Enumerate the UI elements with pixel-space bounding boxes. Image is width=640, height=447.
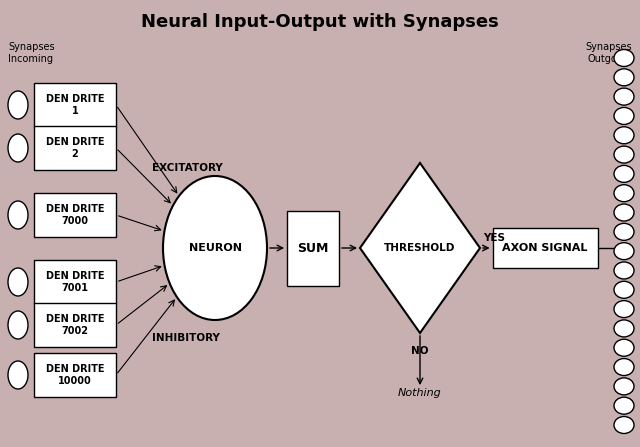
Bar <box>287 211 339 286</box>
Bar <box>34 193 116 237</box>
Ellipse shape <box>614 88 634 105</box>
Ellipse shape <box>8 91 28 119</box>
Ellipse shape <box>8 201 28 229</box>
Text: NO: NO <box>412 346 429 356</box>
Text: YES: YES <box>483 233 505 243</box>
Text: DEN DRITE
7001: DEN DRITE 7001 <box>45 271 104 293</box>
Ellipse shape <box>614 320 634 337</box>
Text: DEN DRITE
10000: DEN DRITE 10000 <box>45 364 104 386</box>
Ellipse shape <box>163 176 267 320</box>
Ellipse shape <box>614 50 634 67</box>
Ellipse shape <box>614 243 634 260</box>
Bar <box>493 228 598 268</box>
Bar <box>34 353 116 397</box>
Text: SUM: SUM <box>298 241 329 254</box>
Text: Neural Input-Output with Synapses: Neural Input-Output with Synapses <box>141 13 499 31</box>
Ellipse shape <box>614 146 634 163</box>
Ellipse shape <box>8 361 28 389</box>
Ellipse shape <box>614 185 634 202</box>
Text: DEN DRITE
2: DEN DRITE 2 <box>45 137 104 159</box>
Text: EXCITATORY: EXCITATORY <box>152 163 223 173</box>
Ellipse shape <box>614 262 634 279</box>
Ellipse shape <box>614 300 634 318</box>
Ellipse shape <box>614 165 634 182</box>
Text: Synapses
Incoming: Synapses Incoming <box>8 42 54 63</box>
Ellipse shape <box>614 127 634 144</box>
Text: DEN DRITE
7000: DEN DRITE 7000 <box>45 204 104 226</box>
Bar <box>34 83 116 127</box>
Text: NEURON: NEURON <box>189 243 241 253</box>
Polygon shape <box>360 163 480 333</box>
Ellipse shape <box>614 281 634 298</box>
Ellipse shape <box>8 134 28 162</box>
Bar <box>34 260 116 304</box>
Text: THRESHOLD: THRESHOLD <box>384 243 456 253</box>
Text: DEN DRITE
1: DEN DRITE 1 <box>45 94 104 116</box>
Bar <box>34 303 116 347</box>
Ellipse shape <box>8 311 28 339</box>
Text: AXON SIGNAL: AXON SIGNAL <box>502 243 588 253</box>
Ellipse shape <box>614 69 634 86</box>
Bar <box>34 126 116 170</box>
Text: DEN DRITE
7002: DEN DRITE 7002 <box>45 314 104 336</box>
Ellipse shape <box>614 417 634 434</box>
Text: Nothing: Nothing <box>398 388 442 398</box>
Ellipse shape <box>614 339 634 356</box>
Ellipse shape <box>614 397 634 414</box>
Ellipse shape <box>614 107 634 124</box>
Ellipse shape <box>614 204 634 221</box>
Text: Synapses
Outgoing: Synapses Outgoing <box>586 42 632 63</box>
Ellipse shape <box>8 268 28 296</box>
Ellipse shape <box>614 358 634 375</box>
Text: INHIBITORY: INHIBITORY <box>152 333 220 343</box>
Ellipse shape <box>614 378 634 395</box>
Ellipse shape <box>614 224 634 240</box>
